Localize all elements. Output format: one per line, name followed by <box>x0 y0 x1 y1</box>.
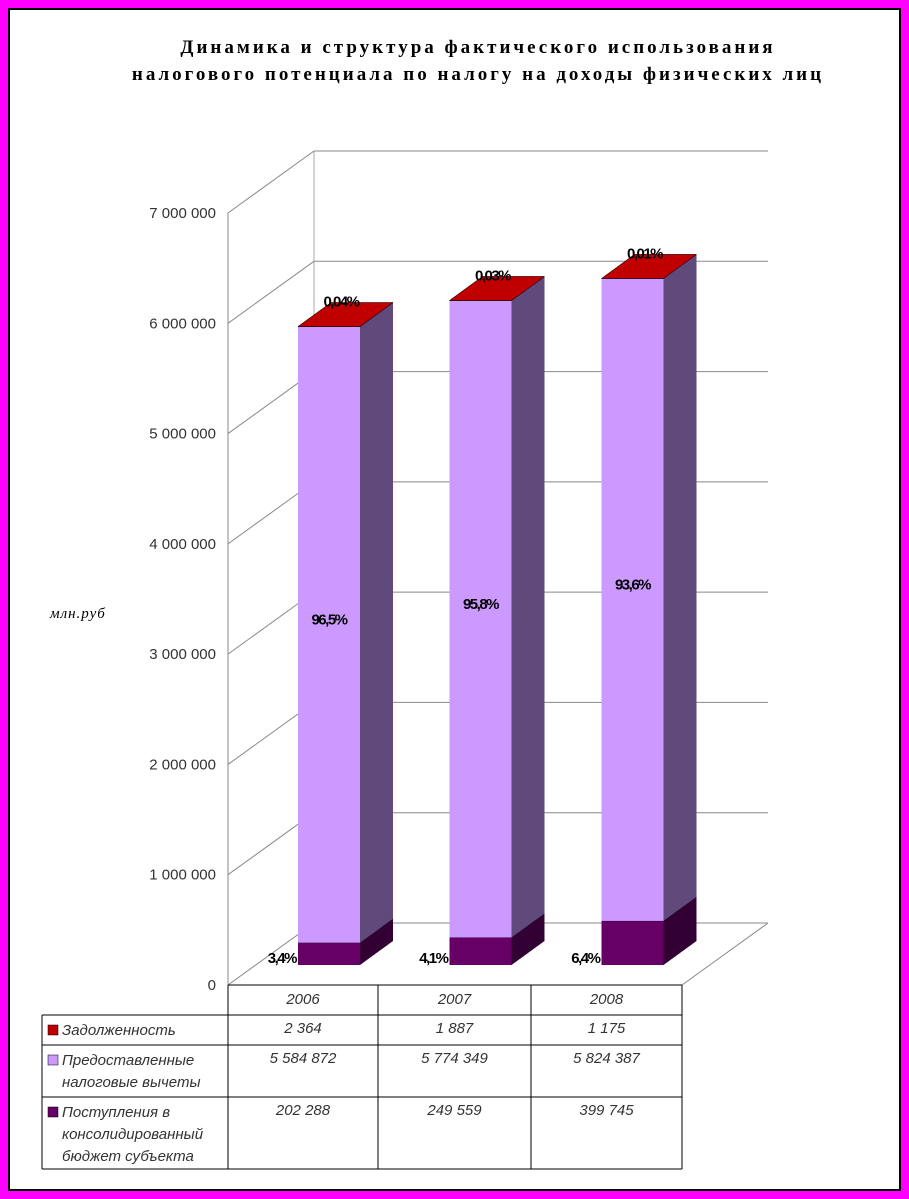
y-axis-label: млн.руб <box>50 606 106 622</box>
data-label: 3,4% <box>268 950 297 967</box>
legend-label: Поступления в консолидированный бюджет с… <box>62 1104 204 1165</box>
table-value: 5 774 349 <box>421 1050 488 1067</box>
bar <box>449 937 512 965</box>
table-value: 1 887 <box>435 1020 474 1037</box>
bar <box>601 920 664 965</box>
bar-side <box>360 302 393 943</box>
table-value: 2 364 <box>284 1020 322 1037</box>
bar <box>298 326 360 943</box>
inner-border <box>8 8 901 1191</box>
data-label: 95,8% <box>463 596 499 613</box>
bar-top <box>600 254 698 279</box>
bar <box>298 942 360 965</box>
y-tick-label: 1 000 000 <box>149 867 216 884</box>
bar <box>601 278 664 921</box>
table-value: 202 288 <box>275 1102 331 1119</box>
y-tick-label: 2 000 000 <box>149 756 216 773</box>
y-tick-label: 5 000 000 <box>149 426 216 443</box>
table-header: 2007 <box>437 991 472 1008</box>
bar-side <box>360 918 393 965</box>
y-tick-label: 7 000 000 <box>149 205 216 222</box>
table-value: 5 584 872 <box>269 1050 337 1067</box>
bar-side <box>511 276 545 938</box>
chart-title: Динамика и структура фактического исполь… <box>131 37 825 85</box>
y-tick-label: 4 000 000 <box>149 536 216 553</box>
table-value: 5 824 387 <box>573 1050 640 1067</box>
table-header: 2006 <box>286 991 320 1008</box>
table-value: 1 175 <box>587 1020 626 1037</box>
y-tick-label: 3 000 000 <box>149 646 216 663</box>
legend-swatch <box>47 1024 59 1036</box>
data-label: 0,01% <box>627 245 663 262</box>
data-label: 4,1% <box>419 950 448 967</box>
bar-side <box>663 896 697 965</box>
bar <box>449 300 512 938</box>
legend-swatch <box>47 1106 59 1118</box>
legend-label: Задолженность <box>62 1022 176 1039</box>
y-tick-label: 0 <box>208 977 216 994</box>
bar-side <box>663 254 697 921</box>
bar-top <box>297 302 394 327</box>
bar-side <box>511 913 545 965</box>
grid-line <box>227 150 315 214</box>
data-label: 0,04% <box>323 293 359 310</box>
data-label: 6,4% <box>571 950 600 967</box>
table-value: 249 559 <box>427 1102 482 1119</box>
data-label: 93,6% <box>615 577 651 594</box>
table-value: 399 745 <box>579 1102 634 1119</box>
table-header: 2008 <box>589 991 624 1008</box>
legend-swatch <box>47 1054 59 1066</box>
bar-top <box>448 276 546 301</box>
legend-label: Предоставленные налоговые вычеты <box>62 1052 201 1091</box>
y-tick-label: 6 000 000 <box>149 315 216 332</box>
data-label: 96,5% <box>311 612 347 629</box>
grid-line <box>227 260 315 324</box>
data-label: 0,03% <box>475 267 511 284</box>
